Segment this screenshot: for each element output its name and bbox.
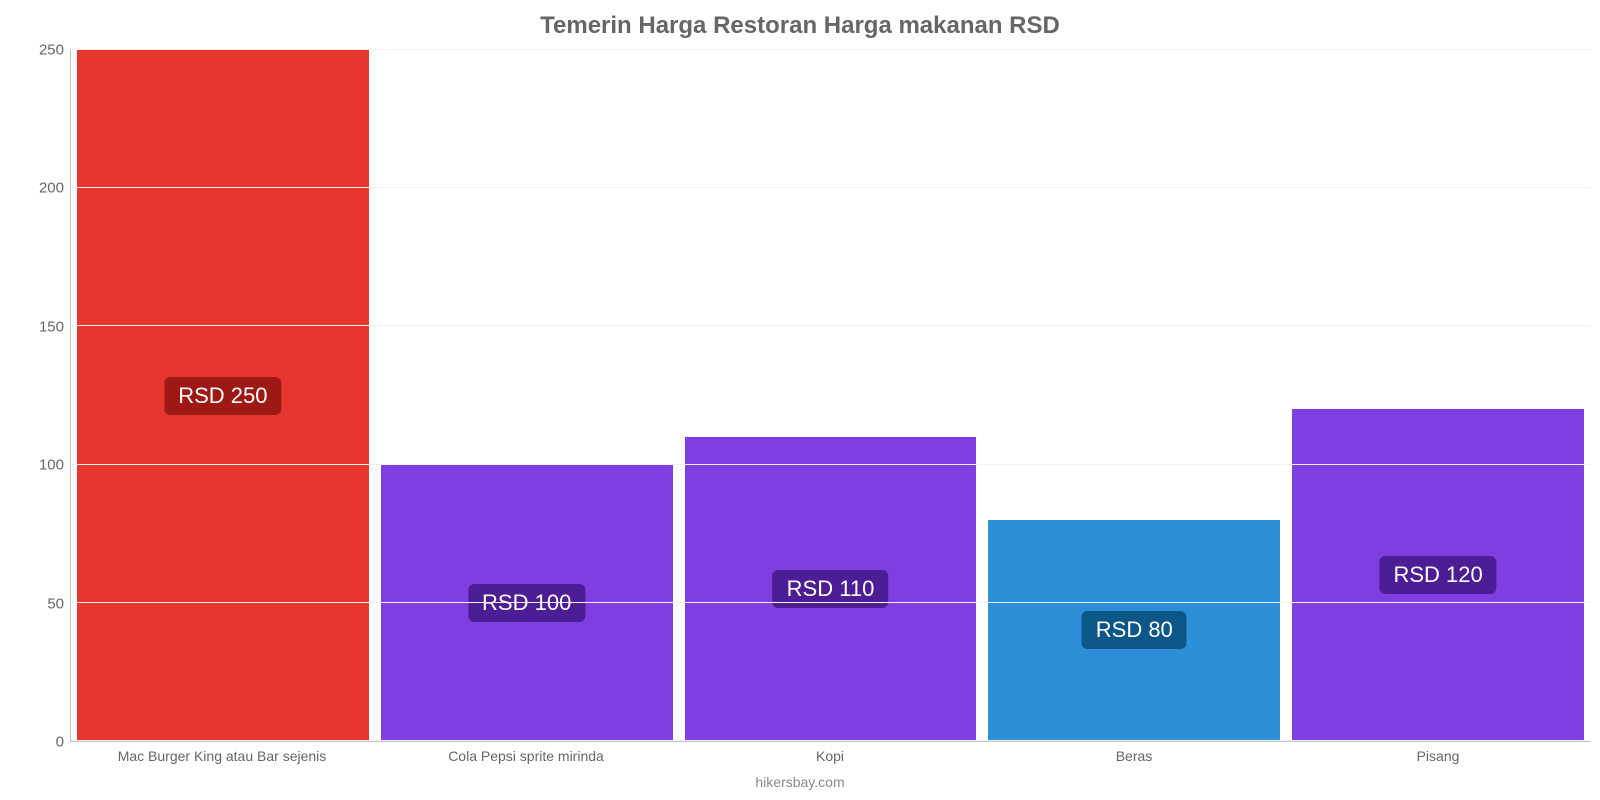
plot-area: RSD 250 RSD 100 RSD 110 RSD 80 RSD 120 [70,50,1590,742]
x-tick-label: Cola Pepsi sprite mirinda [374,748,678,764]
grid-line [71,602,1590,603]
grid-line [71,740,1590,741]
grid-line [71,49,1590,50]
plot-row: 050100150200250 RSD 250RSD 100RSD 110RSD… [0,50,1600,742]
y-tick-label: 200 [39,180,64,197]
bar-chart: Temerin Harga Restoran Harga makanan RSD… [0,0,1600,800]
bar: RSD 80 [988,520,1280,741]
y-tick-label: 150 [39,318,64,335]
chart-source: hikersbay.com [755,774,844,790]
grid-line [71,464,1590,465]
y-tick-label: 100 [39,457,64,474]
grid-line [71,187,1590,188]
y-axis: 050100150200250 [20,50,70,742]
bar: RSD 110 [685,437,977,741]
bars-container: RSD 250 RSD 100 RSD 110 RSD 80 RSD 120 [71,50,1590,741]
chart-title: Temerin Harga Restoran Harga makanan RSD [540,12,1060,40]
y-tick-label: 250 [39,42,64,59]
y-tick-label: 50 [47,595,64,612]
bar-slot: RSD 80 [982,50,1286,741]
x-tick-label: Beras [982,748,1286,764]
bar-slot: RSD 120 [1286,50,1590,741]
bar-value-label: RSD 250 [164,377,281,415]
bar-slot: RSD 110 [679,50,983,741]
bar-slot: RSD 250 [71,50,375,741]
bar-slot: RSD 100 [375,50,679,741]
grid-line [71,325,1590,326]
x-tick-label: Pisang [1286,748,1590,764]
x-axis: Mac Burger King atau Bar sejenisCola Pep… [0,748,1600,764]
bar: RSD 250 [77,50,369,741]
bar-value-label: RSD 120 [1379,556,1496,594]
x-tick-label: Kopi [678,748,982,764]
bar-value-label: RSD 100 [468,584,585,622]
x-tick-label: Mac Burger King atau Bar sejenis [70,748,374,764]
y-tick-label: 0 [56,734,64,751]
bar: RSD 120 [1292,409,1584,741]
bar-value-label: RSD 80 [1082,611,1187,649]
